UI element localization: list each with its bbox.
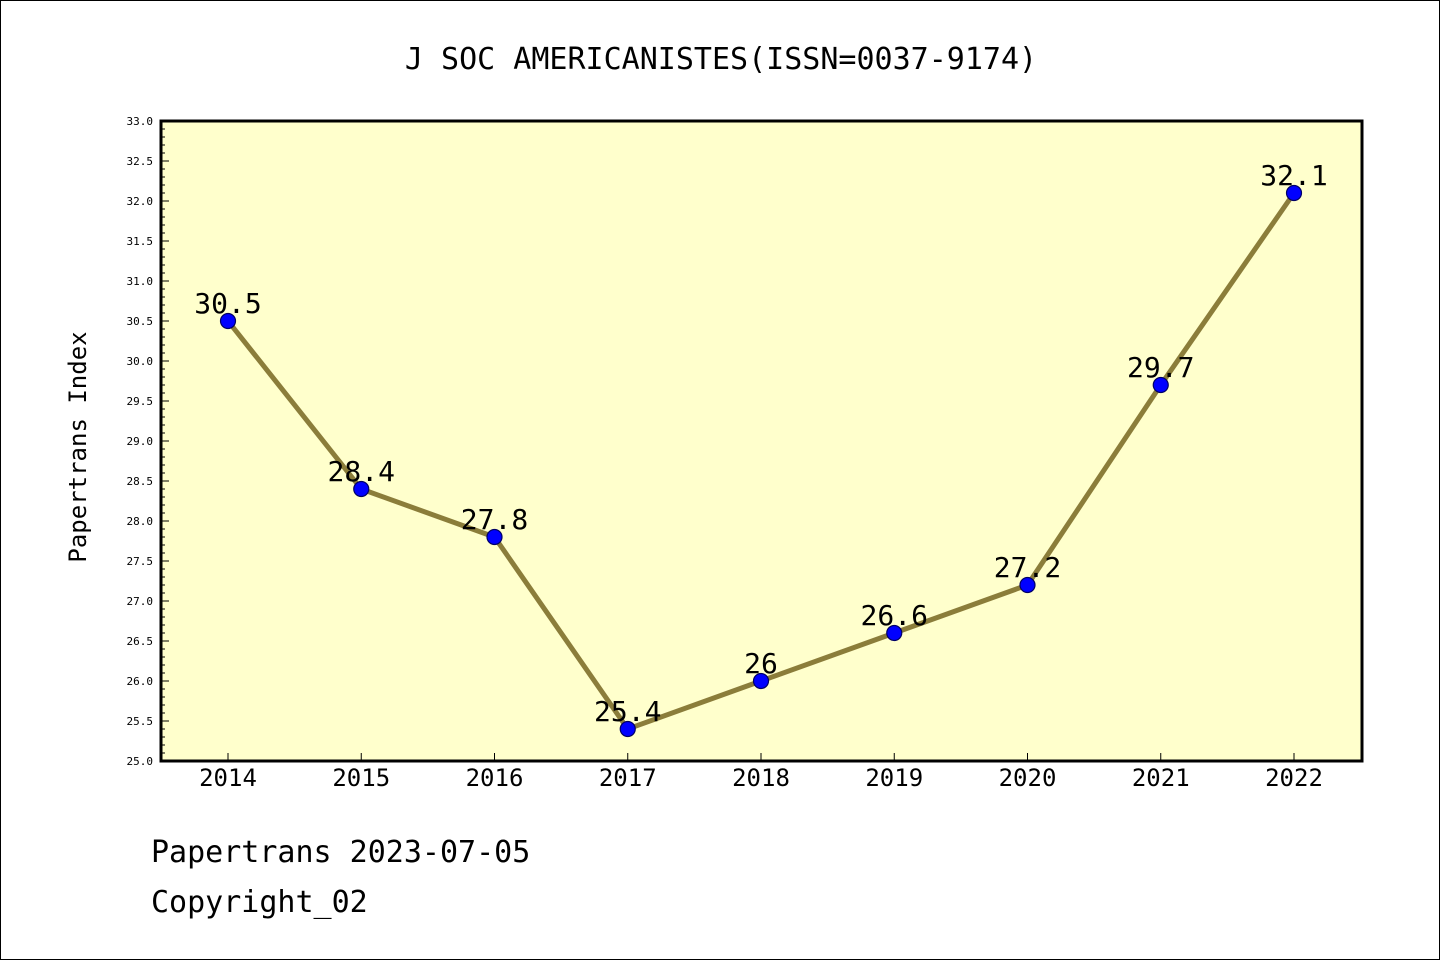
y-tick-label: 31.0 xyxy=(127,275,154,288)
data-label: 26.6 xyxy=(861,599,928,632)
y-tick-label: 25.5 xyxy=(127,715,154,728)
data-point xyxy=(886,624,903,642)
y-tick-label: 33.0 xyxy=(127,115,154,128)
y-axis-label: Papertrans Index xyxy=(64,331,92,562)
x-tick-label: 2017 xyxy=(599,764,657,792)
data-point xyxy=(486,528,503,546)
x-tick-label: 2015 xyxy=(332,764,390,792)
plot-border xyxy=(159,119,1364,763)
y-tick-label: 28.5 xyxy=(127,475,154,488)
y-tick-label: 30.0 xyxy=(127,355,154,368)
x-tick-label: 2016 xyxy=(466,764,524,792)
plot-area xyxy=(161,121,1362,761)
data-point xyxy=(619,720,636,738)
y-tick-label: 30.5 xyxy=(127,315,154,328)
data-point xyxy=(1019,576,1036,594)
y-tick-label: 29.0 xyxy=(127,435,154,448)
data-label: 30.5 xyxy=(194,287,261,320)
chart-title: J SOC AMERICANISTES(ISSN=0037-9174) xyxy=(405,42,1037,77)
data-label: 27.2 xyxy=(994,551,1061,584)
footer-date-text: Papertrans 2023-07-05 xyxy=(151,835,531,870)
y-tick-label: 29.5 xyxy=(127,395,154,408)
data-point xyxy=(1285,184,1303,202)
data-point xyxy=(752,672,770,690)
data-label: 25.4 xyxy=(594,695,661,728)
x-tick-label: 2014 xyxy=(199,764,257,792)
x-tick-label: 2018 xyxy=(732,764,790,792)
y-tick-label: 32.5 xyxy=(127,155,154,168)
data-point xyxy=(353,480,370,498)
data-point xyxy=(219,312,237,330)
data-label: 32.1 xyxy=(1260,159,1327,192)
data-label: 26 xyxy=(744,647,778,680)
y-tick-label: 28.0 xyxy=(127,515,154,528)
data-point xyxy=(1152,376,1169,394)
x-tick-label: 2019 xyxy=(865,764,923,792)
y-tick-label: 27.0 xyxy=(127,595,154,608)
y-tick-label: 31.5 xyxy=(127,235,154,248)
x-tick-label: 2022 xyxy=(1265,764,1323,792)
data-label: 28.4 xyxy=(328,455,395,488)
x-tick-label: 2021 xyxy=(1132,764,1190,792)
footer-copyright-text: Copyright_02 xyxy=(151,885,368,920)
data-label: 27.8 xyxy=(461,503,528,536)
y-tick-label: 27.5 xyxy=(127,555,154,568)
y-tick-label: 26.0 xyxy=(127,675,154,688)
data-label: 29.7 xyxy=(1127,351,1194,384)
x-tick-label: 2020 xyxy=(999,764,1057,792)
y-tick-label: 25.0 xyxy=(127,755,154,768)
y-tick-label: 32.0 xyxy=(127,195,154,208)
y-tick-label: 26.5 xyxy=(127,635,154,648)
